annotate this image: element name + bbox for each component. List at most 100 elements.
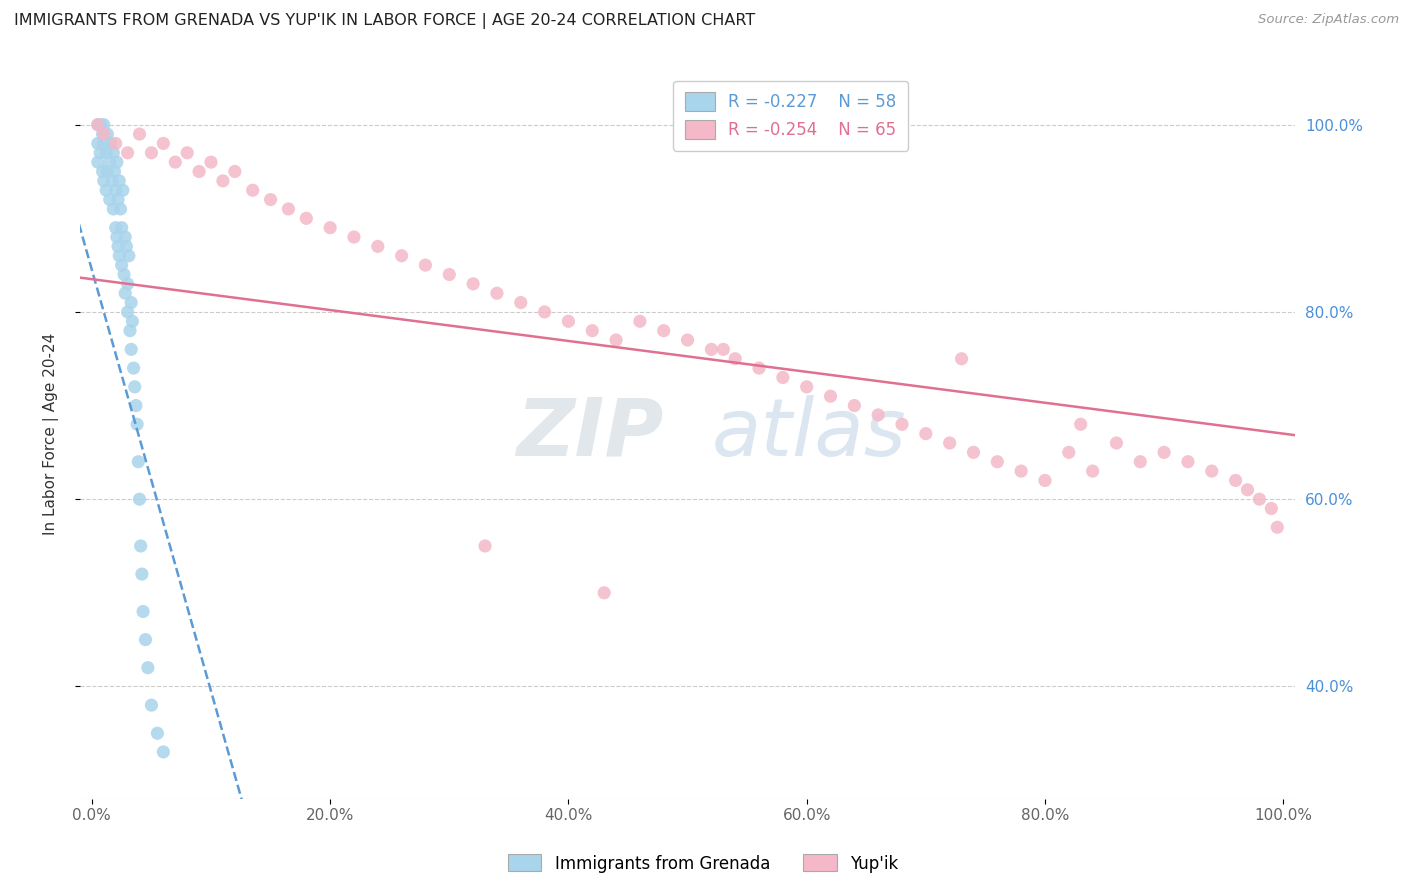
Point <box>127 417 149 432</box>
Point <box>89 145 111 160</box>
Point <box>474 539 496 553</box>
Point <box>115 239 138 253</box>
Point <box>103 164 125 178</box>
Point <box>105 155 128 169</box>
Point <box>134 632 156 647</box>
Point <box>1153 445 1175 459</box>
Point <box>259 193 281 207</box>
Point <box>128 127 150 141</box>
Point <box>132 605 155 619</box>
Point <box>1070 417 1092 432</box>
Point <box>509 295 531 310</box>
Point <box>1265 520 1288 534</box>
Legend: R = -0.227    N = 58, R = -0.254    N = 65: R = -0.227 N = 58, R = -0.254 N = 65 <box>673 80 908 151</box>
Point <box>117 145 139 160</box>
Point <box>104 220 127 235</box>
Point <box>772 370 794 384</box>
Text: ZIP: ZIP <box>516 394 664 473</box>
Point <box>129 539 152 553</box>
Point <box>93 118 115 132</box>
Point <box>111 183 134 197</box>
Point <box>125 399 148 413</box>
Point <box>1201 464 1223 478</box>
Point <box>748 361 770 376</box>
Point <box>91 127 114 141</box>
Point <box>711 343 734 357</box>
Point <box>103 145 125 160</box>
Point <box>891 417 914 432</box>
Point <box>87 118 110 132</box>
Point <box>415 258 437 272</box>
Point <box>391 249 413 263</box>
Point <box>127 455 149 469</box>
Point <box>1236 483 1258 497</box>
Point <box>114 286 136 301</box>
Point <box>87 118 110 132</box>
Point <box>93 174 115 188</box>
Point <box>938 436 960 450</box>
Point <box>120 295 142 310</box>
Point <box>103 202 125 216</box>
Point <box>1033 474 1056 488</box>
Point <box>986 455 1008 469</box>
Point <box>676 333 699 347</box>
Point <box>914 426 936 441</box>
Point <box>1057 445 1080 459</box>
Point <box>1081 464 1104 478</box>
Point <box>485 286 508 301</box>
Point <box>188 164 211 178</box>
Point <box>108 174 131 188</box>
Point <box>1225 474 1247 488</box>
Point <box>104 136 127 151</box>
Point <box>141 698 163 713</box>
Point <box>1105 436 1128 450</box>
Point <box>96 164 118 178</box>
Point <box>165 155 187 169</box>
Point <box>105 230 128 244</box>
Point <box>111 258 134 272</box>
Point <box>93 136 115 151</box>
Point <box>277 202 299 216</box>
Point <box>950 351 973 366</box>
Point <box>117 305 139 319</box>
Point <box>93 127 115 141</box>
Point <box>110 202 132 216</box>
Point <box>796 380 818 394</box>
Point <box>1260 501 1282 516</box>
Point <box>121 314 143 328</box>
Point <box>104 183 127 197</box>
Point <box>101 174 124 188</box>
Point <box>87 136 110 151</box>
Point <box>107 239 129 253</box>
Point <box>319 220 342 235</box>
Point <box>152 745 174 759</box>
Point <box>844 399 866 413</box>
Point <box>868 408 890 422</box>
Legend: Immigrants from Grenada, Yup'ik: Immigrants from Grenada, Yup'ik <box>501 847 905 880</box>
Point <box>1010 464 1032 478</box>
Point <box>242 183 264 197</box>
Point <box>724 351 747 366</box>
Point <box>581 324 603 338</box>
Point <box>98 193 121 207</box>
Point <box>96 183 118 197</box>
Point <box>107 193 129 207</box>
Point <box>91 164 114 178</box>
Point <box>124 380 146 394</box>
Point <box>120 343 142 357</box>
Point <box>146 726 169 740</box>
Point <box>1177 455 1199 469</box>
Point <box>112 268 135 282</box>
Point <box>343 230 366 244</box>
Point <box>212 174 235 188</box>
Point <box>295 211 318 226</box>
Point <box>131 567 153 582</box>
Point <box>605 333 627 347</box>
Point <box>100 136 122 151</box>
Point <box>128 492 150 507</box>
Point <box>962 445 984 459</box>
Point <box>114 230 136 244</box>
Text: Source: ZipAtlas.com: Source: ZipAtlas.com <box>1258 13 1399 27</box>
Text: IMMIGRANTS FROM GRENADA VS YUP'IK IN LABOR FORCE | AGE 20-24 CORRELATION CHART: IMMIGRANTS FROM GRENADA VS YUP'IK IN LAB… <box>14 13 755 29</box>
Point <box>89 118 111 132</box>
